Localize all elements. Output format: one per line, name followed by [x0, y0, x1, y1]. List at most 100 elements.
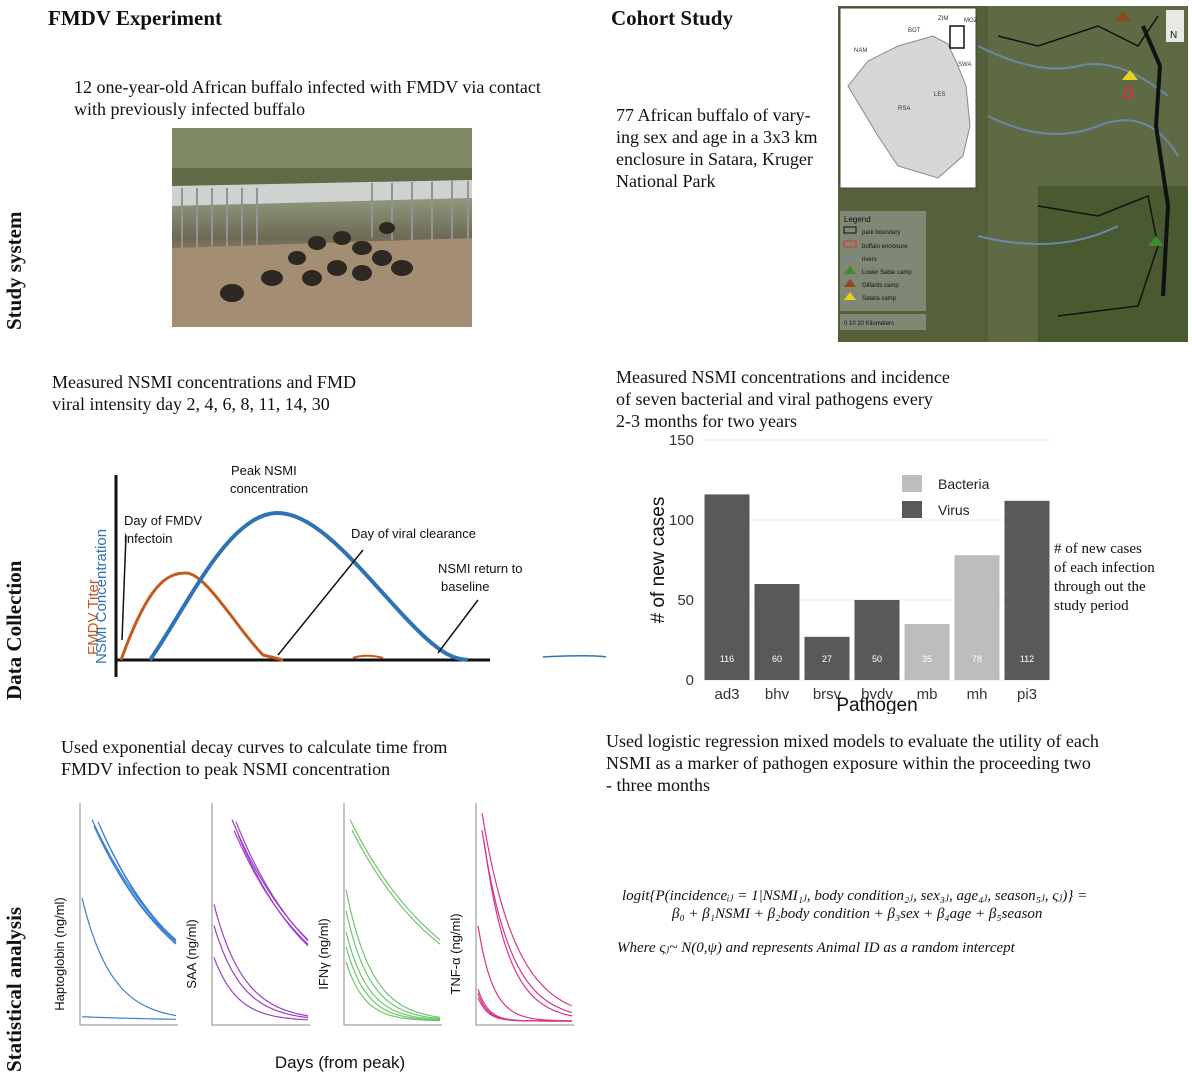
decay-curve	[345, 931, 441, 1021]
y-tick-label: 50	[677, 592, 694, 609]
legend-label-virus: Virus	[938, 502, 970, 518]
decay-curve	[99, 825, 177, 943]
fmdv-column-title: FMDV Experiment	[48, 6, 222, 30]
cohort-study-description: 77 African buffalo of vary- ing sex and …	[616, 104, 817, 192]
north-arrow-icon: N	[1170, 30, 1177, 41]
bar-pi3	[1004, 500, 1050, 680]
cohort-study-line-2: ing sex and age in a 3x3 km	[616, 127, 818, 147]
decay-curve	[483, 840, 573, 1017]
decay-curve	[231, 819, 309, 941]
fmdv-data-description: Measured NSMI concentrations and FMD vir…	[52, 371, 356, 415]
bar-value-label: 78	[972, 654, 982, 664]
buffalo-photo-illustration	[172, 128, 472, 327]
lower-sabie-camp-marker	[1148, 236, 1164, 246]
bar-brsv	[804, 636, 850, 680]
decay-panel-y-label: SAA (ng/ml)	[184, 919, 199, 988]
x-tick-label: bhv	[765, 686, 790, 703]
decay-panel-0: Haptoglobin (ng/ml)	[52, 803, 178, 1026]
decay-curve	[93, 825, 177, 943]
bar-value-label: 116	[720, 654, 734, 664]
model-equation-line-1: logit{P(incidenceᵢⱼ = 1|NSMI₁ⱼ, body con…	[622, 888, 1088, 904]
bar-value-label: 60	[772, 654, 782, 664]
inset-label-rsa: RSA	[898, 106, 910, 112]
decay-curve	[213, 925, 309, 1019]
inset-label-moz: MOZ	[964, 18, 978, 24]
decay-panel-1: SAA (ng/ml)	[184, 803, 310, 1026]
decay-curve	[345, 961, 441, 1022]
legend-label-bacteria: Bacteria	[938, 476, 990, 492]
inset-label-les: LES	[934, 92, 945, 98]
fmdv-stat-description: Used exponential decay curves to calcula…	[61, 736, 447, 780]
decay-curve	[213, 904, 309, 1017]
decay-curve	[351, 829, 441, 945]
bar-mh	[954, 555, 1000, 680]
decay-curve	[81, 897, 177, 1017]
annotation-peak-2: concentration	[230, 481, 308, 496]
annotation-infection-2: infectoin	[124, 531, 172, 546]
kruger-map: BOT NAM ZIM MOZ SWA LES RSA Legend park …	[838, 6, 1188, 342]
x-tick-label: brsv	[813, 686, 842, 703]
decay-curve	[345, 910, 441, 1020]
bar-value-label: 112	[1020, 654, 1034, 664]
olifants-camp-marker	[1115, 11, 1131, 21]
decay-curve	[481, 813, 573, 1007]
map-scale-bar: 0 10 20 Kilometers	[844, 321, 894, 327]
model-equation-note: Where ςⱼ~ N(0,ψ) and represents Animal I…	[617, 940, 1015, 956]
row-label-statistical-analysis: Statistical analysis	[2, 906, 26, 1072]
satara-camp-marker	[1122, 70, 1138, 80]
bar-bhv	[754, 584, 800, 680]
buffalo-enclosure-photo	[172, 128, 472, 327]
inset-label-zim: ZIM	[938, 16, 948, 22]
inset-label-nam: NAM	[854, 48, 867, 54]
x-tick-label: ad3	[714, 686, 739, 703]
decay-panel-y-label: TNF-α (ng/ml)	[448, 913, 463, 994]
decay-curve	[97, 821, 177, 942]
bar-chart-note-line-1: # of new cases	[1054, 541, 1142, 557]
bar-value-label: 27	[822, 654, 832, 664]
decay-curve	[233, 829, 309, 945]
decay-curve	[81, 1016, 176, 1020]
decay-curve	[481, 830, 573, 1014]
decay-curve	[345, 889, 441, 1018]
row-label-data-collection: Data Collection	[2, 560, 26, 700]
map-legend-title: Legend	[844, 215, 871, 224]
decay-curve	[477, 997, 572, 1022]
decay-x-axis-label: Days (from peak)	[275, 1053, 405, 1072]
fmdv-stat-line-2: FMDV infection to peak NSMI concentratio…	[61, 759, 391, 779]
fmdv-data-line-1: Measured NSMI concentrations and FMD	[52, 372, 356, 392]
x-tick-label: mb	[917, 686, 938, 703]
bar-bvdv	[854, 600, 900, 680]
fmdv-titer-axis-label: FMDV Titer	[88, 579, 102, 655]
bar-mb	[904, 624, 950, 680]
legend-park-boundary: park boundary	[862, 230, 900, 236]
legend-swatch-bacteria	[902, 475, 922, 492]
legend-olifants: Olifants camp	[862, 283, 899, 289]
y-tick-label: 100	[669, 512, 694, 529]
fmdv-study-line-1: 12 one-year-old African buffalo infected…	[74, 77, 541, 97]
fmdv-study-description: 12 one-year-old African buffalo infected…	[74, 76, 541, 120]
decay-curve	[349, 819, 441, 941]
cohort-stat-line-1: Used logistic regression mixed models to…	[606, 731, 1099, 751]
annotation-infection-1: Day of FMDV	[124, 513, 202, 528]
annotation-viral-clearance: Day of viral clearance	[351, 526, 476, 541]
cohort-stat-line-3: - three months	[606, 775, 710, 795]
bar-chart-y-axis-label: # of new cases	[648, 497, 669, 624]
legend-lower-sabie: Lower Sabie camp	[862, 270, 912, 276]
decay-panel-y-label: Haptoglobin (ng/ml)	[52, 897, 67, 1010]
cohort-stat-line-2: NSMI as a marker of pathogen exposure wi…	[606, 753, 1091, 773]
cohort-data-line-1: Measured NSMI concentrations and inciden…	[616, 367, 950, 387]
cohort-data-description: Measured NSMI concentrations and inciden…	[616, 366, 950, 432]
model-equation-line-2: β₀ + β₁NSMI + β₂body condition + β₃sex +…	[672, 906, 1043, 922]
decay-curve-plots: Haptoglobin (ng/ml) SAA (ng/ml) IFNγ (ng/m…	[52, 803, 574, 1072]
cohort-data-line-2: of seven bacterial and viral pathogens e…	[616, 389, 933, 409]
y-tick-label: 150	[669, 432, 694, 449]
decay-curve	[237, 834, 309, 947]
pathogen-bar-chart: 0 50 100 150 116 ad3 60 bhv 27 brsv 50 bvdv 35 mb 78 m…	[648, 432, 1052, 714]
nsmi-axis-label-wrap: NSMI Concentration	[93, 522, 113, 664]
bar-value-label: 35	[922, 654, 932, 664]
cohort-stat-description: Used logistic regression mixed models to…	[606, 730, 1099, 796]
fmdv-data-line-2: viral intensity day 2, 4, 6, 8, 11, 14, …	[52, 394, 330, 414]
bar-chart-note: # of new cases of each infection through…	[1054, 540, 1155, 616]
decay-panel-y-label: IFNγ (ng/ml)	[316, 918, 331, 990]
nsmi-concentration-label: NSMI Concentration	[93, 528, 110, 664]
